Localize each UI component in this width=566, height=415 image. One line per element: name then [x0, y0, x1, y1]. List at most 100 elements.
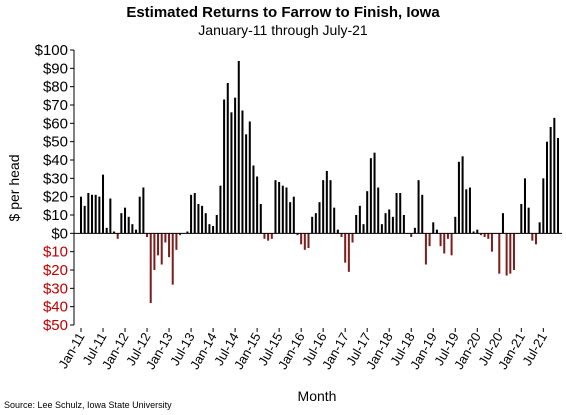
bar: [355, 215, 358, 234]
y-tick-label: $80: [43, 79, 68, 96]
x-axis-ticks: Jan-11Jul-11Jan-12Jul-12Jan-13Jul-13Jan-…: [55, 328, 550, 372]
bar: [369, 158, 372, 234]
bar: [289, 202, 292, 234]
bar: [523, 178, 526, 234]
y-tick-label: $60: [43, 115, 68, 132]
bar: [509, 233, 512, 274]
bar: [245, 134, 248, 234]
y-tick-label: $10: [43, 207, 68, 224]
bar: [149, 233, 152, 303]
bar: [457, 161, 460, 234]
bar: [230, 112, 233, 234]
y-axis-ticks: $100$90$80$70$60$50$40$30$20$10$0$10$20$…: [35, 42, 74, 334]
bar: [527, 207, 530, 234]
bar: [545, 141, 548, 234]
bar: [197, 204, 200, 234]
bar: [443, 233, 446, 254]
bar: [175, 233, 178, 250]
bar: [91, 194, 94, 234]
bar: [171, 233, 174, 285]
bar: [446, 233, 449, 239]
y-tick-label: $40: [43, 299, 68, 316]
y-tick-label: $30: [43, 280, 68, 297]
bar: [347, 233, 350, 272]
bar: [131, 224, 134, 234]
bar: [461, 156, 464, 234]
bar: [435, 229, 438, 234]
y-tick-label: $70: [43, 97, 68, 114]
bar: [428, 233, 431, 247]
bar: [208, 224, 211, 234]
bar: [307, 233, 310, 248]
bar: [142, 187, 145, 234]
bar: [384, 213, 387, 234]
bar: [402, 215, 405, 234]
bar: [212, 226, 215, 234]
bar: [278, 182, 281, 234]
bar: [556, 138, 560, 234]
y-tick-label: $30: [43, 170, 68, 187]
bar: [362, 224, 365, 234]
bar: [373, 152, 376, 234]
bar: [520, 204, 523, 234]
bar: [454, 216, 457, 234]
bar: [358, 205, 361, 234]
y-tick-label: $50: [43, 134, 68, 151]
y-tick-label: $20: [43, 262, 68, 279]
chart-subtitle: January-11 through July-21: [198, 22, 368, 38]
bar: [531, 233, 534, 241]
bar: [226, 83, 229, 234]
bar: [450, 233, 453, 256]
bar: [340, 233, 343, 237]
bar: [263, 233, 266, 239]
x-axis-label: Month: [298, 388, 337, 404]
bar: [168, 233, 171, 258]
bars: [79, 61, 560, 303]
bar: [135, 229, 138, 234]
bar: [490, 233, 493, 252]
bar: [186, 231, 189, 234]
bar: [252, 165, 255, 234]
bar: [215, 215, 218, 234]
bar: [380, 224, 383, 234]
bar: [281, 185, 284, 234]
bar: [377, 187, 380, 234]
bar: [219, 185, 222, 234]
bar: [204, 213, 207, 234]
bar: [417, 180, 420, 234]
bar: [476, 229, 479, 234]
bar: [285, 187, 288, 234]
bar: [160, 233, 163, 265]
bar: [538, 222, 541, 234]
bar: [300, 233, 303, 245]
bar: [329, 180, 332, 234]
y-axis-label: $ per head: [6, 155, 22, 222]
bar: [116, 233, 119, 239]
source-note: Source: Lee Schulz, Iowa State Universit…: [4, 400, 172, 410]
bar: [146, 233, 149, 237]
bar: [395, 193, 398, 234]
bar: [267, 233, 270, 241]
bar: [336, 229, 339, 234]
y-tick-label: $40: [43, 152, 68, 169]
bar: [542, 178, 545, 234]
bar: [201, 205, 204, 234]
bar: [102, 174, 105, 234]
bar: [113, 231, 116, 234]
bar: [553, 117, 556, 234]
y-tick-label: $10: [43, 244, 68, 261]
bar: [248, 121, 251, 234]
bar: [468, 187, 471, 234]
bar: [421, 194, 424, 234]
bar: [314, 213, 317, 234]
bar: [311, 216, 314, 234]
bar: [465, 189, 468, 234]
bar: [483, 233, 486, 237]
bar: [83, 205, 86, 234]
bar: [413, 227, 416, 234]
bar: [432, 222, 435, 234]
bar: [120, 213, 123, 234]
bar: [105, 227, 108, 234]
bar: [505, 233, 508, 276]
